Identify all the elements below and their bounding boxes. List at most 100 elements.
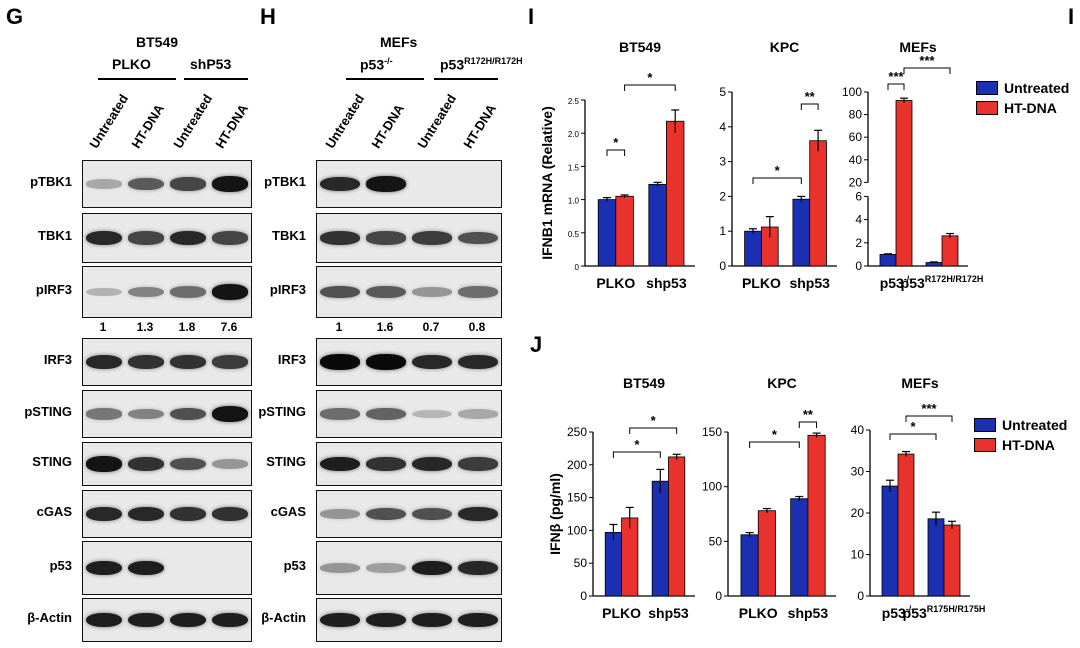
j-mefs-ytick-label-3: 30 [851,465,865,479]
i-kpc-ytick-label-5: 5 [719,85,726,99]
i-bt549-xlabel-0: PLKO [596,275,635,291]
j-kpc-ytick-label-2: 100 [702,480,722,494]
panel-letter-j: J [530,332,543,357]
i-kpc-ytick-label-1: 1 [719,224,726,238]
i-bt549-ylabel: IFNB1 mRNA (Relative) [539,106,555,260]
h-blot-label-7: p53 [283,558,306,573]
h-blot-label-8: β-Actin [261,610,306,625]
h-band-6-3 [458,506,498,522]
j-mefs-bar-p53R175H/R175H-HT-DNA [943,524,961,597]
h-blot-2 [316,266,502,318]
h-band-1-0 [320,231,360,245]
i-kpc-bar-shp53-Untreated [792,198,811,267]
h-blot-5 [316,442,502,486]
h-band-8-0 [320,612,360,628]
h-band-0-1 [366,176,406,192]
i-bt549-sig-label-1: * [647,70,653,85]
j-bt549-ytick-label-4: 200 [567,458,587,472]
j-bt549-sig-bracket-1 [629,427,678,434]
i-mefs-ytick-label-8: 100 [842,85,862,99]
j-mefs-title: MEFs [901,375,939,391]
i-bt549-ytick-label-4: 2.0 [568,130,580,139]
j-mefs-ytick-label-0: 0 [857,589,864,603]
i-kpc-ytick-label-0: 0 [719,259,726,273]
h-band-8-1 [366,612,406,628]
j-bt549-bar-PLKO-HT-DNA [621,517,639,597]
g-band-3-2 [170,355,206,369]
j-kpc-xlabel-1: shp53 [788,605,829,621]
g-cell-line-title: BT549 [136,34,179,50]
i-kpc-ytick-label-3: 3 [719,155,726,169]
g-blot-label-8: β-Actin [27,610,72,625]
j-bt549-ytick-label-5: 250 [567,425,587,439]
g-blot-label-3: IRF3 [43,352,72,367]
h-band-6-2 [412,507,452,521]
g-band-8-0 [86,612,122,628]
i-bt549-ytick-label-2: 1.0 [568,197,580,206]
g-band-3-3 [212,355,248,369]
h-cell-line-title: MEFs [380,34,418,50]
g-band-1-3 [212,231,248,245]
j-mefs-ytick-label-4: 40 [851,423,865,437]
j-bt549-xlabel-0: PLKO [602,605,641,621]
g-blot-7 [82,541,252,595]
j-kpc-sig-label-1: ** [803,407,814,422]
j-mefs-xlabel-0: p53-/- [882,604,915,621]
j-mefs-xlabel-1: p53R175H/R175H [903,604,986,621]
g-blot-8 [82,598,252,642]
i-kpc-sig-bracket-1 [800,103,819,110]
j-bt549-bar-PLKO-Untreated [604,531,622,597]
i-kpc-bar-PLKO-Untreated [744,230,762,267]
j-kpc-sig-label-0: * [772,427,778,442]
i-mefs-ytick-label-6: 60 [849,130,863,144]
h-group-line-r172h [434,78,498,80]
h-band-2-1 [366,285,406,299]
j-kpc-xlabel-0: PLKO [739,605,778,621]
g-band-2-0 [86,287,122,297]
i-kpc-sig-bracket-0 [752,177,802,184]
j-bt549-xlabel-1: shp53 [648,605,689,621]
i-kpc-ytick-label-2: 2 [719,189,726,203]
g-band-1-2 [170,230,206,246]
h-band-5-2 [412,456,452,472]
panel-letter-g: G [6,4,24,29]
g-band-0-2 [170,177,206,191]
h-blot-0 [316,160,502,208]
legend-i: Untreated HT-DNA [976,80,1069,116]
g-blot-6 [82,490,252,538]
g-band-4-2 [170,407,206,421]
g-band-8-3 [212,612,248,628]
i-mefs-sig-label-1: *** [919,53,935,68]
h-blot-7 [316,541,502,595]
h-band-3-2 [412,354,452,370]
h-band-5-3 [458,457,498,471]
g-quant-2: 1.8 [178,320,196,334]
h-band-1-1 [366,231,406,245]
h-blot-3 [316,338,502,386]
g-band-8-2 [170,612,206,628]
h-band-8-3 [458,612,498,628]
g-group-plko: PLKO [112,56,151,72]
g-band-0-3 [212,176,248,192]
g-band-4-0 [86,408,122,420]
j-bt549-ytick-label-1: 50 [574,556,588,570]
i-mefs-bar-p53-/--HT-DNA [895,100,913,267]
h-band-7-1 [366,563,406,573]
legend-j-untreated-label: Untreated [1002,417,1068,433]
i-bt549-ytick-label-3: 1.5 [568,163,580,172]
j-bt549-ytick-label-3: 150 [567,491,587,505]
legend-j-htdna: HT-DNA [974,437,1067,453]
g-band-5-0 [86,456,122,472]
i-mefs-sig-bracket-0 [887,83,905,90]
h-blot-label-2: pIRF3 [269,282,306,297]
h-blot-label-4: pSTING [258,404,306,419]
j-bt549-ytick-label-2: 100 [567,523,587,537]
i-bt549-ytick-label-1: 0.5 [568,230,580,239]
g-blot-5 [82,442,252,486]
i-mefs-xlabel-0: p53-/- [880,274,913,291]
g-blot-label-4: pSTING [24,404,72,419]
g-band-8-1 [128,612,164,628]
g-band-6-0 [86,506,122,522]
g-band-3-0 [86,354,122,370]
legend-j-htdna-swatch [974,438,996,452]
